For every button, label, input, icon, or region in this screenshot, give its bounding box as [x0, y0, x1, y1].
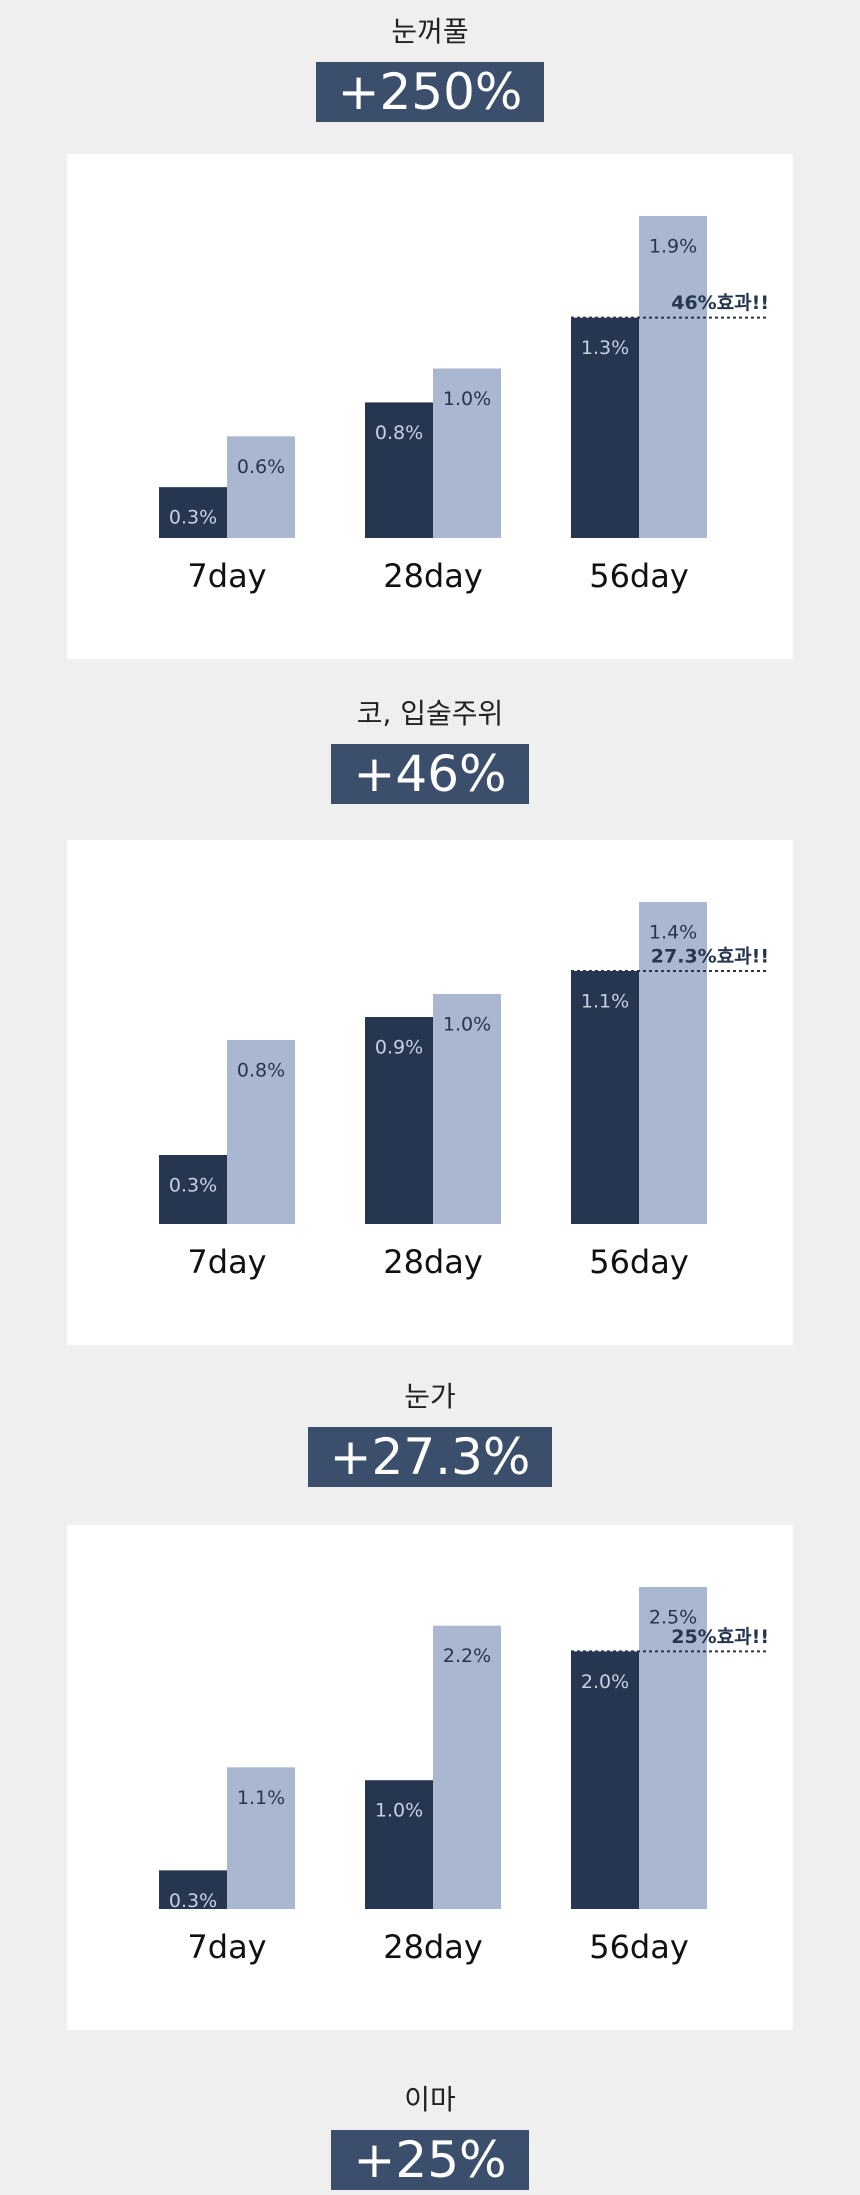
value-label: 0.8% [375, 422, 423, 444]
badge: +27.3% [307, 1427, 553, 1487]
value-label: 1.3% [581, 337, 629, 359]
bar [433, 1625, 501, 1909]
chart-panel: 7day 0.3% 0.6% 28day 0.8% 1.0% 56day 1.3% 1.9% 46… [67, 154, 793, 659]
bar [433, 994, 501, 1224]
badge: +25% [331, 2130, 529, 2190]
value-label: 0.8% [237, 1060, 285, 1082]
chart-panel: 7day 0.3% 1.1% 28day 1.0% 2.2% 56day 2.0% 2.5% 25… [67, 1525, 793, 2030]
chart-panel: 7day 0.3% 0.8% 28day 0.9% 1.0% 56day 1.1% 1.4% 27… [67, 840, 793, 1345]
bar [433, 368, 501, 538]
value-label: 1.4% [649, 922, 697, 944]
bar [227, 436, 295, 538]
value-label: 1.0% [443, 388, 491, 410]
bar [365, 402, 433, 538]
bar [571, 971, 639, 1224]
badge: +250% [315, 62, 545, 122]
heading: 이마 +25% [0, 2078, 860, 2190]
bar [365, 1780, 433, 1909]
value-label: 0.3% [169, 507, 217, 529]
x-tick-label: 28day [383, 1243, 483, 1281]
value-label: 2.2% [443, 1645, 491, 1667]
heading-label: 이마 [404, 2083, 456, 2116]
bar [159, 1155, 227, 1224]
x-tick-label: 28day [383, 557, 483, 595]
value-label: 2.0% [581, 1671, 629, 1693]
x-tick-label: 28day [383, 1928, 483, 1966]
heading: 눈가 +27.3% [0, 1375, 860, 1487]
bar [639, 1587, 707, 1909]
bar [639, 902, 707, 1224]
annotation: 25%효과!! [671, 1626, 769, 1648]
chart: 7day 0.3% 1.1% 28day 1.0% 2.2% 56day 2.0% 2.5%25… [159, 1587, 769, 1966]
bar [159, 487, 227, 538]
badge: +46% [331, 744, 529, 804]
heading: 코, 입술주위 +46% [0, 692, 860, 804]
bar [365, 1017, 433, 1224]
bar [571, 317, 639, 538]
bar [227, 1040, 295, 1224]
x-tick-label: 7day [187, 1243, 266, 1281]
annotation: 46%효과!! [671, 292, 769, 314]
value-label: 1.0% [375, 1800, 423, 1822]
heading: 눈꺼풀 +250% [0, 10, 860, 122]
value-label: 0.3% [169, 1890, 217, 1912]
chart: 7day 0.3% 0.6% 28day 0.8% 1.0% 56day 1.3% 1.9% 46… [159, 216, 769, 595]
bar [159, 1870, 227, 1909]
x-tick-label: 7day [187, 557, 266, 595]
heading-label: 코, 입술주위 [356, 697, 504, 730]
value-label: 0.3% [169, 1175, 217, 1197]
value-label: 0.9% [375, 1037, 423, 1059]
x-tick-label: 56day [589, 1243, 689, 1281]
bar [571, 1651, 639, 1909]
heading-label: 눈꺼풀 [391, 15, 469, 48]
x-tick-label: 56day [589, 1928, 689, 1966]
heading-label: 눈가 [404, 1380, 456, 1413]
value-label: 2.5% [649, 1607, 697, 1629]
annotation: 27.3%효과!! [651, 946, 769, 968]
value-label: 1.9% [649, 236, 697, 258]
x-tick-label: 7day [187, 1928, 266, 1966]
chart: 7day 0.3% 0.8% 28day 0.9% 1.0% 56day 1.1% 1.4%27… [159, 902, 769, 1281]
value-label: 1.1% [237, 1787, 285, 1809]
value-label: 1.1% [581, 991, 629, 1013]
bar [227, 1767, 295, 1909]
bar [639, 216, 707, 538]
value-label: 0.6% [237, 456, 285, 478]
value-label: 1.0% [443, 1014, 491, 1036]
x-tick-label: 56day [589, 557, 689, 595]
